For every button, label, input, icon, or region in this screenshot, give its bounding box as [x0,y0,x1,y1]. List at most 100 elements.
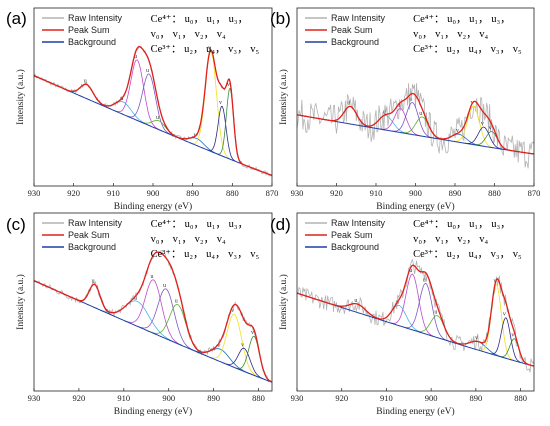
background-line [33,280,273,383]
x-tick-label: 900 [425,393,438,403]
component-label: v [481,121,484,127]
legend-peak-sum-label: Peak Sum [68,25,110,35]
component-label: u [383,110,386,116]
axes-frame [33,212,273,392]
component-label: u [423,277,426,283]
legend-background-label: Background [68,242,116,252]
x-tick-label: 870 [266,188,279,198]
legend-background-label: Background [331,242,379,252]
component-label: u [354,298,357,304]
component-peak [208,105,236,162]
ce4-annotation-cont: v₀， v₁， v₂， v₄ [413,29,488,40]
ce4-annotation: Ce⁴⁺： u₀， u₁， u₃， [151,14,248,25]
x-tick-label: 870 [528,188,541,198]
component-label: v [456,128,459,134]
x-tick-label: 880 [488,188,501,198]
background-line [33,75,273,176]
x-tick-label: 920 [330,188,343,198]
legend-raw-label: Raw Intensity [331,218,386,228]
component-label: v [217,343,220,349]
panel-3: (c) u u u u u v v v v 930 920 910 900 890 880 Binding en… [6,212,273,417]
panel-label: (a) [6,9,27,28]
component-peak [223,347,266,380]
x-tick-label: 890 [469,393,482,403]
y-axis-label: Intensity (a.u.) [15,69,26,125]
x-tick-label: 880 [252,393,265,403]
panel-label: (d) [270,215,291,234]
component-label: u [419,111,422,117]
x-tick-label: 930 [291,188,304,198]
ce3-annotation: Ce³⁺： u₂， u₄， v₃， v₅ [151,249,260,260]
legend-background-label: Background [331,37,379,47]
x-tick-label: 930 [291,393,304,403]
component-label: v [241,342,244,348]
x-tick-label: 890 [186,188,199,198]
ce4-annotation-cont: v₀， v₁， v₂， v₄ [151,29,226,40]
x-tick-label: 900 [409,188,422,198]
ce4-annotation: Ce⁴⁺： u₀， u₁， u₃， [151,219,248,230]
component-peak [361,115,411,135]
x-tick-label: 920 [73,393,86,403]
component-label: v [208,46,211,52]
ce3-annotation: Ce³⁺： u₂， u₄， v₃， v₅ [413,44,522,55]
ce4-annotation: Ce⁴⁺： u₀， u₁， u₃， [413,14,510,25]
x-tick-label: 890 [207,393,220,403]
x-tick-label: 910 [107,188,120,198]
raw-intensity-line [296,258,535,373]
axes-frame [296,212,535,392]
peak-sum-line [296,264,535,367]
x-tick-label: 910 [117,393,130,403]
component-label: v [227,82,230,88]
component-label: u [134,295,137,301]
x-tick-label: 910 [380,393,393,403]
peak-sum-line [33,251,273,383]
legend-peak-sum-label: Peak Sum [331,230,373,240]
component-peak [125,279,182,346]
component-label: v [251,330,254,336]
component-peak [464,126,504,150]
legend-raw-label: Raw Intensity [331,13,386,23]
ce4-annotation-cont: v₀， v₁， v₂， v₄ [151,234,226,245]
legend-background-label: Background [68,37,116,47]
component-label: v [231,308,234,314]
component-label: u [134,54,137,60]
component-label: u [150,274,153,280]
component-label: v [511,333,514,339]
component-label: u [409,268,412,274]
panel-label: (c) [6,215,26,234]
ce3-annotation: Ce³⁺： u₂， u₄， v₃， v₅ [413,249,522,260]
component-peak [391,102,434,139]
component-peak [413,315,462,346]
panel-label: (b) [270,9,291,28]
component-peak [390,273,435,337]
legend-peak-sum-label: Peak Sum [331,25,373,35]
y-axis-label: Intensity (a.u.) [15,274,26,330]
x-tick-label: 920 [67,188,80,198]
component-peak [403,282,449,342]
component-label: u [434,310,437,316]
x-tick-label: 880 [226,188,239,198]
peak-sum-line [296,92,535,155]
legend-raw-label: Raw Intensity [68,13,123,23]
component-label: u [92,278,95,284]
component-label: v [493,279,496,285]
x-tick-label: 890 [449,188,462,198]
x-tick-label: 910 [370,188,383,198]
x-tick-label: 900 [162,393,175,403]
component-label: u [163,283,166,289]
component-peak [208,313,261,378]
x-tick-label: 920 [335,393,348,403]
component-peak [136,288,195,352]
y-axis-label: Intensity (a.u.) [278,274,289,330]
component-label: u [175,299,178,305]
component-label: u [409,96,412,102]
x-axis-label: Binding energy (eV) [376,406,454,417]
ce4-annotation: Ce⁴⁺： u₀， u₁， u₃， [413,219,510,230]
x-tick-label: 930 [28,393,41,403]
component-label: u [156,115,159,121]
component-peak [479,283,514,361]
component-peak [490,317,522,363]
